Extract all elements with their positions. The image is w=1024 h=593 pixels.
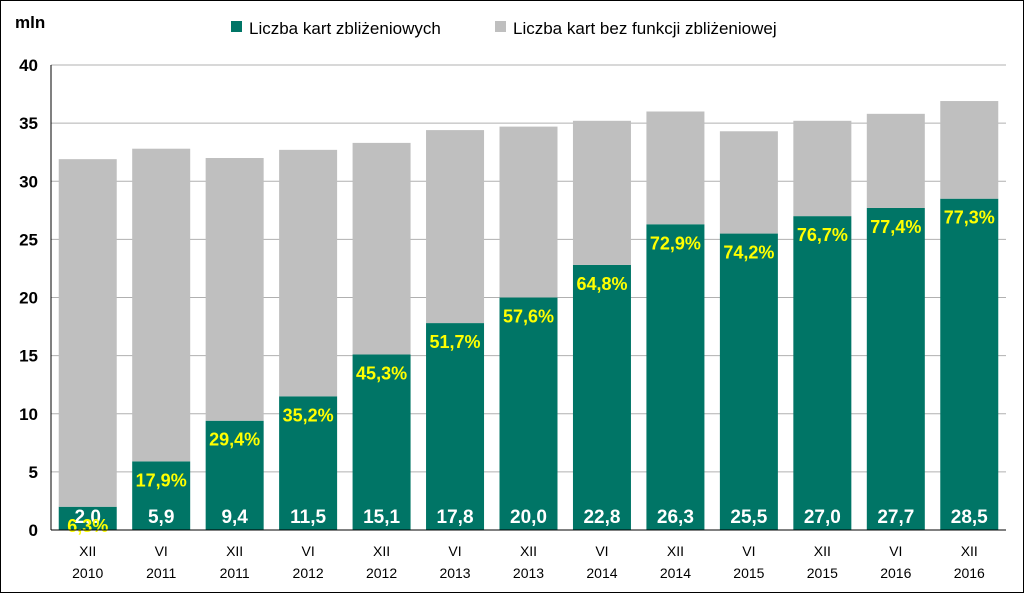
bar-non-contactless	[352, 142, 411, 355]
share-label: 57,6%	[503, 307, 554, 327]
legend-label-non-contactless: Liczba kart bez funkcji zbliżeniowej	[513, 19, 777, 38]
share-label: 6,3%	[67, 516, 108, 536]
x-tick-label-year: 2014	[660, 565, 691, 581]
x-tick-label-year: 2016	[880, 565, 911, 581]
x-tick-label-month: XII	[226, 543, 243, 559]
y-tick-label: 0	[29, 521, 38, 540]
legend-swatch-non-contactless	[495, 21, 506, 32]
x-tick-label-year: 2011	[146, 565, 176, 581]
x-tick-label-year: 2015	[807, 565, 838, 581]
bars	[58, 101, 999, 531]
bar-non-contactless	[499, 126, 558, 298]
axes: 0 5 10 15 20 25 30 35 40 XII 2010 VI 2011 XII 2011 VI 20…	[19, 56, 1006, 581]
share-label: 64,8%	[576, 274, 627, 294]
y-tick-label: 25	[19, 230, 38, 249]
x-tick-label-month: VI	[742, 543, 755, 559]
value-label: 20,0	[510, 507, 547, 528]
share-label: 35,2%	[283, 405, 334, 425]
bar-non-contactless	[132, 148, 191, 462]
x-tick-label-month: VI	[889, 543, 902, 559]
bar-contactless	[793, 216, 852, 530]
bar-non-contactless	[793, 120, 852, 217]
bar-contactless	[58, 506, 117, 530]
bar-non-contactless	[205, 158, 264, 421]
bar-non-contactless	[646, 111, 705, 225]
share-label: 29,4%	[209, 430, 260, 450]
share-label: 74,2%	[723, 243, 774, 263]
x-tick-label-year: 2010	[72, 565, 103, 581]
bar-contactless	[279, 396, 338, 530]
value-label: 15,1	[363, 507, 400, 528]
x-tick-label-year: 2015	[733, 565, 764, 581]
share-label: 51,7%	[430, 332, 481, 352]
bar-contactless	[572, 264, 631, 530]
value-label: 22,8	[583, 507, 620, 528]
value-label: 28,5	[951, 507, 988, 528]
legend-label-contactless: Liczba kart zbliżeniowych	[249, 19, 441, 38]
bar-contactless	[205, 420, 264, 530]
value-label: 25,5	[730, 507, 767, 528]
share-label: 72,9%	[650, 233, 701, 253]
x-tick-label-year: 2013	[513, 565, 544, 581]
x-tick-label-month: VI	[595, 543, 608, 559]
value-label: 5,9	[148, 507, 174, 528]
share-label: 77,3%	[944, 208, 995, 228]
bar-non-contactless	[572, 120, 631, 265]
y-tick-label: 40	[19, 56, 38, 75]
x-tick-label-month: VI	[155, 543, 168, 559]
value-label: 17,8	[437, 507, 474, 528]
value-label: 11,5	[290, 507, 326, 528]
data-labels: 2,06,3% 5,9 17,9% 9,4 29,4% 11,5 35,2% 15,1 45,3…	[67, 208, 995, 536]
x-tick-label-month: XII	[667, 543, 684, 559]
bar-non-contactless	[426, 130, 485, 324]
legend: Liczba kart zbliżeniowych Liczba kart be…	[231, 19, 777, 38]
share-label: 17,9%	[136, 470, 187, 490]
bar-contactless	[499, 297, 558, 530]
share-label: 45,3%	[356, 363, 407, 383]
share-label: 77,4%	[870, 217, 921, 237]
x-tick-label-year: 2012	[366, 565, 397, 581]
value-label: 26,3	[657, 507, 694, 528]
bar-contactless	[352, 354, 411, 530]
y-tick-label: 15	[19, 347, 38, 366]
x-tick-label-year: 2013	[439, 565, 470, 581]
x-tick-label-year: 2016	[954, 565, 985, 581]
bar-contactless	[719, 233, 778, 530]
x-tick-label-year: 2014	[586, 565, 617, 581]
bar-contactless	[646, 224, 705, 530]
y-unit-label: mln	[15, 13, 45, 32]
bar-non-contactless	[719, 131, 778, 234]
x-tick-label-month: XII	[79, 543, 96, 559]
x-tick-label-month: XII	[373, 543, 390, 559]
share-label: 76,7%	[797, 225, 848, 245]
bar-non-contactless	[940, 101, 999, 199]
value-label: 9,4	[221, 507, 248, 528]
x-tick-label-month: XII	[961, 543, 978, 559]
x-tick-label-month: VI	[448, 543, 461, 559]
bar-non-contactless	[58, 159, 117, 507]
y-tick-label: 10	[19, 405, 38, 424]
legend-swatch-contactless	[231, 21, 242, 32]
x-tick-label-year: 2012	[293, 565, 324, 581]
bar-non-contactless	[866, 113, 925, 208]
x-tick-label-month: XII	[814, 543, 831, 559]
bar-contactless	[132, 461, 191, 530]
bar-contactless	[940, 198, 999, 530]
x-tick-label-month: XII	[520, 543, 537, 559]
value-label: 2,0	[75, 507, 101, 528]
y-tick-label: 20	[19, 289, 38, 308]
value-label: 27,7	[877, 507, 914, 528]
bar-non-contactless	[279, 149, 338, 397]
y-tick-label: 30	[19, 172, 38, 191]
value-label: 27,0	[804, 507, 841, 528]
y-tick-label: 5	[29, 463, 38, 482]
bar-contactless	[426, 323, 485, 530]
x-tick-label-year: 2011	[220, 565, 250, 581]
bar-contactless	[866, 207, 925, 531]
y-tick-label: 35	[19, 114, 38, 133]
x-tick-label-month: VI	[301, 543, 314, 559]
